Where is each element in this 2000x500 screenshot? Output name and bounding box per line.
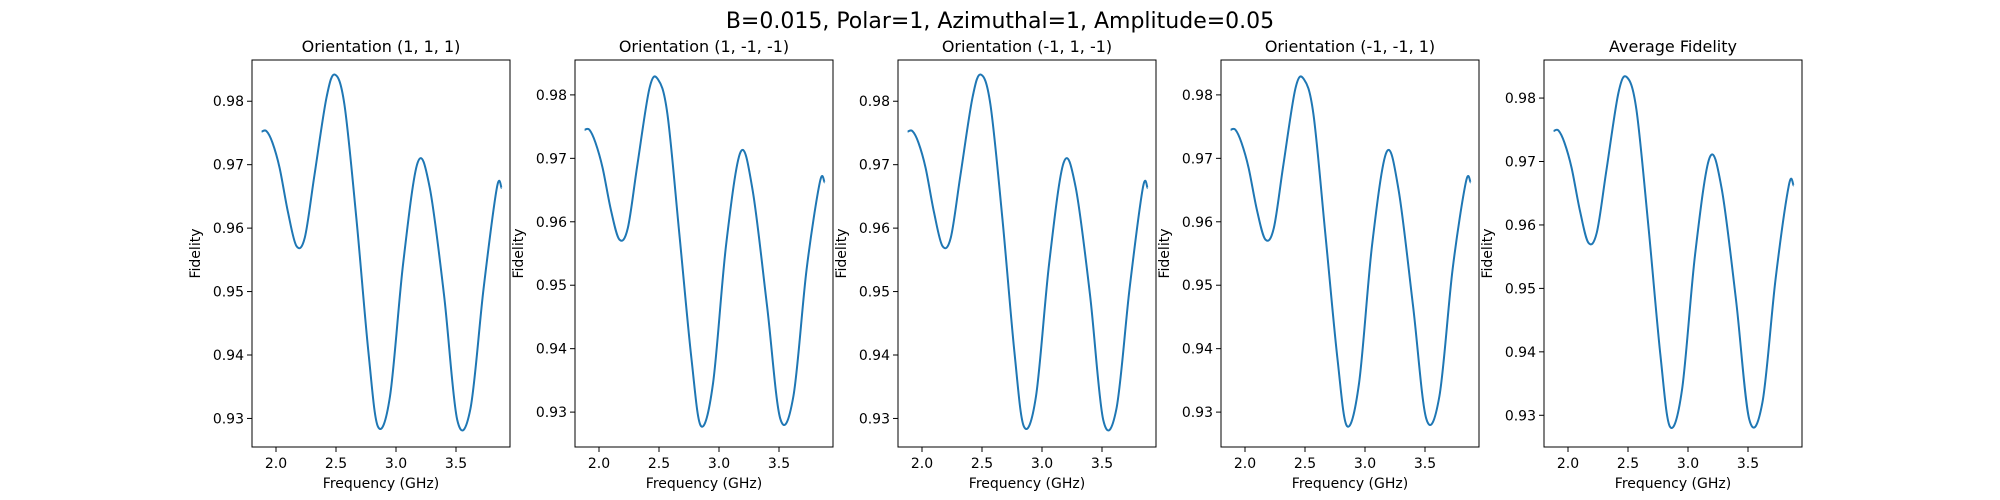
y-tick-label: 0.98	[1182, 88, 1213, 104]
subplot-3: Orientation (-1, 1, -1) 2.0 2.5 3.0 3.5 0.93 0…	[834, 37, 1157, 492]
subplot-1: Orientation (1, 1, 1) 2.0 2.5 3.0 3.5 0.93 0.9…	[188, 37, 511, 492]
x-tick-label: 2.0	[1557, 456, 1579, 472]
x-tick-label: 2.5	[325, 456, 347, 472]
x-tick-label: 3.0	[1677, 456, 1699, 472]
y-tick-label: 0.95	[1182, 278, 1213, 294]
y-tick-label: 0.94	[859, 348, 890, 364]
axes-frame	[897, 59, 1157, 448]
x-axis-label: Frequency (GHz)	[1615, 476, 1731, 492]
y-tick-label: 0.97	[213, 158, 244, 174]
y-tick-label: 0.93	[1505, 408, 1536, 424]
y-tick-label: 0.95	[213, 285, 244, 301]
x-tick-label: 3.0	[1354, 456, 1376, 472]
fidelity-line	[1230, 75, 1472, 428]
subplot-4: Orientation (-1, -1, 1) 2.0 2.5 3.0 3.5 0.93 0…	[1157, 37, 1480, 492]
y-tick-label: 0.98	[213, 94, 244, 110]
y-tick-label: 0.93	[1182, 405, 1213, 421]
subplot-5: Average Fidelity 2.0 2.5 3.0 3.5 0.93 0.94 0.95…	[1480, 37, 1803, 492]
x-tick-label: 2.0	[265, 456, 287, 472]
x-tick-label: 3.5	[1414, 456, 1436, 472]
axes-frame	[574, 59, 834, 448]
axes-frame	[251, 59, 511, 448]
subplot-title: Orientation (-1, 1, -1)	[942, 37, 1112, 56]
x-tick-label: 2.0	[1234, 456, 1256, 472]
x-axis-label: Frequency (GHz)	[646, 476, 762, 492]
fidelity-line	[584, 75, 826, 428]
axes-frame	[1543, 59, 1803, 448]
y-tick-label: 0.96	[859, 221, 890, 237]
x-tick-label: 2.5	[648, 456, 670, 472]
x-tick-label: 3.5	[1737, 456, 1759, 472]
x-tick-label: 2.5	[1294, 456, 1316, 472]
subplot-title: Orientation (1, -1, -1)	[619, 37, 789, 56]
y-tick-label: 0.96	[1182, 215, 1213, 231]
x-tick-label: 3.5	[445, 456, 467, 472]
subplot-title: Average Fidelity	[1609, 37, 1737, 56]
y-tick-label: 0.97	[1505, 155, 1536, 171]
subplot-title: Orientation (-1, -1, 1)	[1265, 37, 1435, 56]
figure-suptitle: B=0.015, Polar=1, Azimuthal=1, Amplitude…	[726, 9, 1274, 34]
subplots: Orientation (1, 1, 1) 2.0 2.5 3.0 3.5 0.93 0.9…	[188, 37, 1803, 492]
y-tick-label: 0.96	[536, 215, 567, 231]
y-tick-label: 0.95	[859, 285, 890, 301]
y-tick-label: 0.95	[536, 278, 567, 294]
y-tick-label: 0.98	[1505, 91, 1536, 107]
y-tick-label: 0.97	[859, 158, 890, 174]
y-axis-label: Fidelity	[188, 229, 204, 279]
y-tick-label: 0.94	[536, 342, 567, 358]
x-tick-label: 3.5	[1091, 456, 1113, 472]
x-tick-label: 3.0	[1031, 456, 1053, 472]
axes-frame	[1220, 59, 1480, 448]
y-tick-label: 0.93	[859, 411, 890, 427]
x-tick-label: 3.0	[385, 456, 407, 472]
x-axis-label: Frequency (GHz)	[1292, 476, 1408, 492]
fidelity-line	[907, 73, 1149, 432]
y-tick-label: 0.93	[213, 411, 244, 427]
y-tick-label: 0.94	[1182, 342, 1213, 358]
y-axis-label: Fidelity	[511, 229, 527, 279]
y-axis-label: Fidelity	[1157, 229, 1173, 279]
x-tick-label: 3.5	[768, 456, 790, 472]
x-tick-label: 3.0	[708, 456, 730, 472]
y-axis-label: Fidelity	[1480, 229, 1496, 279]
x-tick-label: 2.5	[971, 456, 993, 472]
y-tick-label: 0.97	[536, 151, 567, 167]
y-tick-label: 0.96	[1505, 218, 1536, 234]
x-axis-label: Frequency (GHz)	[323, 476, 439, 492]
y-tick-label: 0.94	[1505, 345, 1536, 361]
fidelity-line	[261, 73, 503, 432]
fidelity-line	[1553, 75, 1795, 429]
y-tick-label: 0.94	[213, 348, 244, 364]
y-tick-label: 0.98	[859, 94, 890, 110]
x-tick-label: 2.0	[588, 456, 610, 472]
y-axis-label: Fidelity	[834, 229, 850, 279]
subplot-title: Orientation (1, 1, 1)	[302, 37, 461, 56]
y-tick-label: 0.96	[213, 221, 244, 237]
x-tick-label: 2.5	[1617, 456, 1639, 472]
y-tick-label: 0.93	[536, 405, 567, 421]
y-tick-label: 0.95	[1505, 281, 1536, 297]
y-tick-label: 0.98	[536, 88, 567, 104]
x-tick-label: 2.0	[911, 456, 933, 472]
subplot-2: Orientation (1, -1, -1) 2.0 2.5 3.0 3.5 0.93 0…	[511, 37, 834, 492]
y-tick-label: 0.97	[1182, 151, 1213, 167]
x-axis-label: Frequency (GHz)	[969, 476, 1085, 492]
